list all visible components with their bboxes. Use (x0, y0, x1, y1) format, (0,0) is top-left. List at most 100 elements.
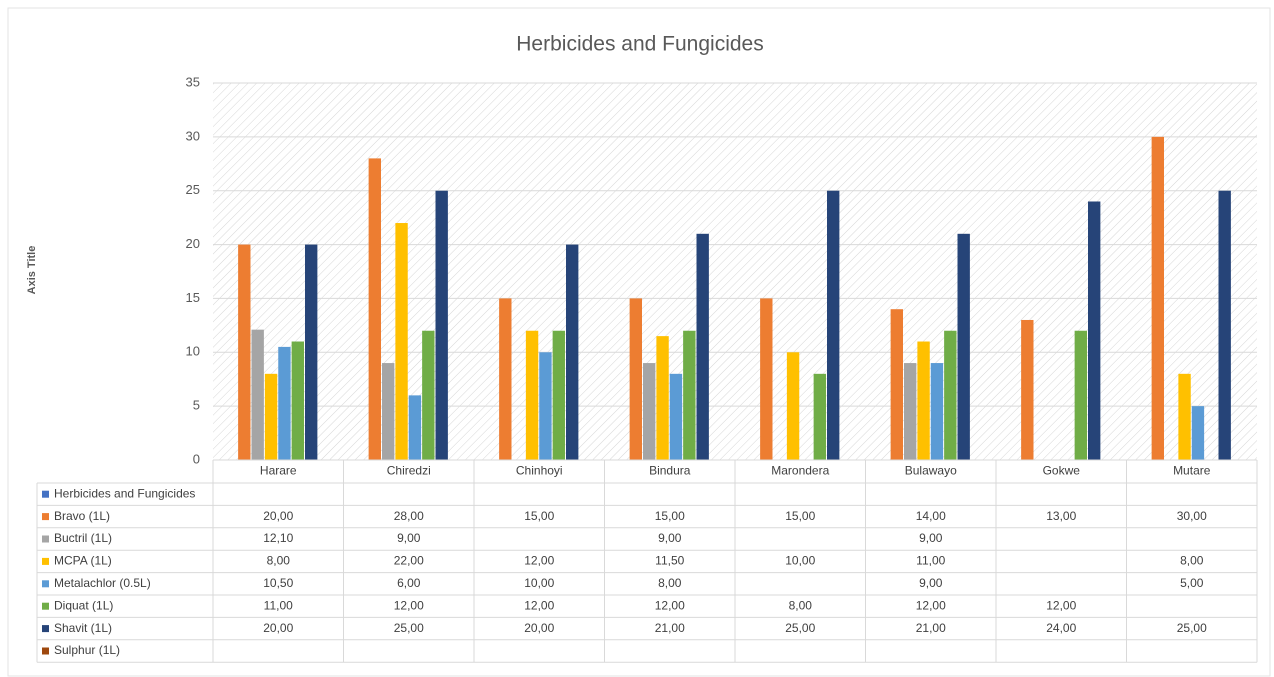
table-value: 20,00 (263, 621, 293, 635)
x-tick-label: Harare (260, 464, 297, 478)
bar (629, 298, 642, 460)
legend-key (42, 625, 49, 633)
y-tick-label: 15 (186, 290, 200, 305)
bar (1178, 373, 1191, 460)
table-value: 14,00 (916, 509, 946, 523)
bar (435, 190, 448, 460)
legend-label: MCPA (1L) (54, 554, 112, 568)
bar (499, 298, 512, 460)
y-tick-label: 30 (186, 128, 200, 143)
bar (890, 309, 903, 460)
bar (930, 363, 944, 460)
legend-label: Herbicides and Fungicides (54, 486, 195, 500)
legend-label: Sulphur (1L) (54, 643, 120, 657)
legend-key (42, 557, 49, 565)
table-value: 11,50 (655, 554, 684, 568)
y-tick-label: 10 (186, 344, 200, 359)
bar (656, 336, 669, 460)
bar (1191, 406, 1205, 460)
bar (669, 373, 683, 460)
legend-key (42, 490, 49, 498)
chart-title: Herbicides and Fungicides (516, 33, 763, 56)
bar (917, 341, 930, 460)
legend-key (42, 602, 49, 610)
bar (957, 233, 970, 460)
table-value: 15,00 (655, 509, 685, 523)
x-tick-label: Bulawayo (905, 464, 957, 478)
bar (944, 330, 957, 460)
y-tick-label: 35 (186, 74, 200, 89)
bar (760, 298, 773, 460)
table-value: 9,00 (919, 531, 943, 545)
table-value: 15,00 (524, 509, 554, 523)
legend-label: Bravo (1L) (54, 509, 110, 523)
bar (291, 341, 305, 460)
table-value: 11,00 (916, 554, 945, 568)
x-tick-label: Gokwe (1043, 464, 1081, 478)
bar (368, 158, 381, 460)
table-value: 28,00 (394, 509, 424, 523)
x-tick-label: Bindura (649, 464, 691, 478)
legend-key (42, 580, 49, 588)
legend-label: Metalachlor (0.5L) (54, 576, 151, 590)
bar (1151, 136, 1164, 460)
y-tick-label: 0 (193, 451, 200, 466)
legend-key (42, 647, 49, 655)
bar (683, 330, 696, 460)
bar (381, 363, 395, 460)
y-axis-title: Axis Title (26, 246, 38, 295)
table-value: 8,00 (789, 598, 813, 612)
table-value: 10,00 (785, 554, 815, 568)
bar (278, 346, 291, 460)
bar (539, 352, 552, 460)
bar (1074, 330, 1088, 460)
table-value: 24,00 (1046, 621, 1076, 635)
bar (813, 373, 827, 460)
legend-key (42, 513, 49, 521)
bar (786, 352, 800, 460)
table-value: 9,00 (397, 531, 421, 545)
y-tick-label: 25 (186, 182, 200, 197)
table-value: 21,00 (916, 621, 946, 635)
legend-key (42, 535, 49, 543)
bar (1021, 319, 1034, 460)
bar (422, 330, 435, 460)
table-value: 12,10 (263, 531, 293, 545)
bar (251, 329, 264, 460)
bar (1218, 190, 1231, 460)
table-value: 22,00 (394, 554, 424, 568)
table-value: 12,00 (916, 598, 946, 612)
table-value: 25,00 (394, 621, 424, 635)
table-value: 8,00 (658, 576, 682, 590)
legend-label: Diquat (1L) (54, 598, 113, 612)
table-value: 12,00 (524, 554, 554, 568)
table-value: 25,00 (1177, 621, 1207, 635)
table-value: 5,00 (1180, 576, 1204, 590)
bar (1088, 201, 1101, 460)
bar (525, 330, 539, 460)
table-value: 12,00 (394, 598, 424, 612)
table-value: 25,00 (785, 621, 815, 635)
table-value: 12,00 (524, 598, 554, 612)
y-tick-label: 5 (193, 398, 200, 413)
table-value: 6,00 (397, 576, 421, 590)
table-value: 10,50 (263, 576, 293, 590)
table-value: 15,00 (785, 509, 815, 523)
bar (238, 244, 251, 460)
table-value: 9,00 (658, 531, 682, 545)
bar (903, 363, 917, 460)
table-value: 8,00 (1180, 554, 1204, 568)
bar (566, 244, 579, 460)
bar (696, 233, 709, 460)
table-value: 20,00 (524, 621, 554, 635)
bar (642, 363, 656, 460)
table-value: 9,00 (919, 576, 943, 590)
table-value: 10,00 (524, 576, 554, 590)
table-value: 30,00 (1177, 509, 1207, 523)
x-tick-label: Mutare (1173, 464, 1211, 478)
legend-label: Shavit (1L) (54, 621, 112, 635)
x-tick-label: Chiredzi (387, 464, 431, 478)
table-value: 21,00 (655, 621, 685, 635)
bar (827, 190, 840, 460)
